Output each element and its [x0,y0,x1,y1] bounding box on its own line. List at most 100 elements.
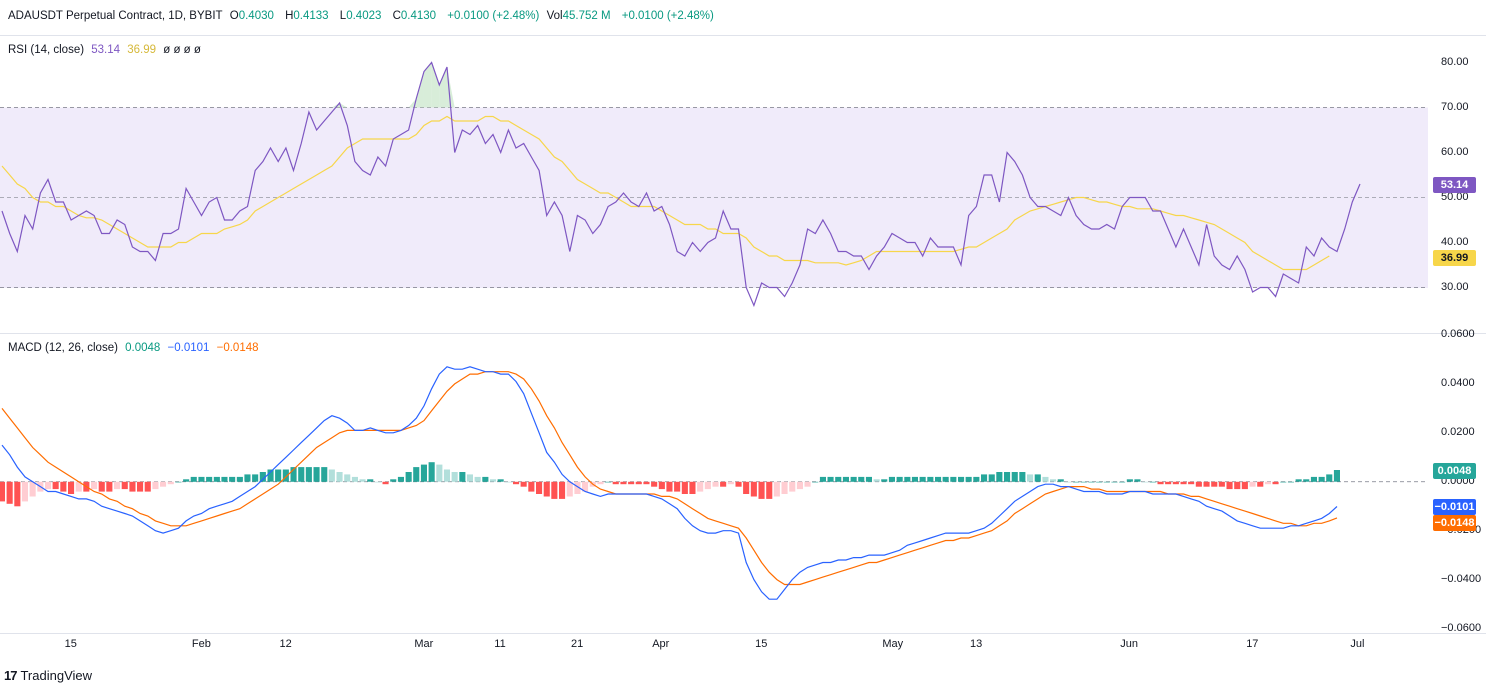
macd-histogram-bar [1157,481,1164,485]
macd-histogram-bar [144,481,151,492]
time-axis-tick: Jun [1120,638,1138,650]
time-axis-tick: May [882,638,904,650]
macd-histogram-bar [1257,481,1264,487]
macd-histogram-bar [858,476,865,482]
macd-histogram-bar [60,481,67,492]
macd-histogram-bar [374,481,381,483]
macd-histogram [0,462,1340,507]
macd-histogram-bar [282,469,289,482]
rsi-title: RSI (14, close) [8,44,85,56]
macd-histogram-bar [367,479,374,482]
macd-histogram-bar [796,481,803,490]
time-axis-tick: Apr [652,638,670,650]
macd-histogram-bar [1211,481,1218,487]
macd-histogram-bar [167,481,174,485]
macd-value: −0.0101 [167,342,210,354]
macd-histogram-bar [935,476,942,482]
macd-histogram-bar [1134,479,1141,482]
macd-histogram-bar [750,481,757,497]
macd-histogram-bar [735,481,742,487]
macd-histogram-bar [1318,476,1325,482]
symbol-title[interactable]: ADAUSDT Perpetual Contract, 1D, BYBIT [8,10,223,22]
macd-histogram-bar [1011,472,1018,482]
macd-histogram-bar [160,481,167,487]
macd-histogram-bar [1073,481,1080,483]
macd-histogram-bar [75,481,82,492]
macd-histogram-bar [1172,481,1179,485]
macd-histogram-bar [29,481,36,497]
time-axis-tick: 15 [64,638,77,650]
macd-histogram-bar [1249,481,1256,487]
macd-histogram-bar [582,481,589,492]
vol-label: Vol [546,10,563,22]
rsi-ma-line [1,115,1330,271]
macd-histogram-bar [45,481,52,490]
macd-histogram-bar [850,476,857,482]
macd-histogram-bar [1027,474,1034,482]
macd-histogram-bar [68,481,75,494]
macd-legend[interactable]: MACD (12, 26, close) 0.0048 −0.0101 −0.0… [8,342,263,354]
macd-histogram-bar [1180,481,1187,485]
macd-histogram-bar [1264,481,1271,485]
macd-histogram-bar [904,476,911,482]
macd-histogram-bar [413,467,420,482]
macd-histogram-bar [1119,481,1126,483]
macd-histogram-bar [1065,481,1072,483]
tradingview-logo[interactable]: 17 TradingView [4,668,92,683]
macd-histogram-bar [1142,481,1149,483]
macd-histogram-bar [1303,479,1310,482]
rsi-line [1,61,1361,308]
macd-histogram-bar [183,479,190,482]
macd-histogram-bar [1218,481,1225,487]
rsi-legend[interactable]: RSI (14, close) 53.14 36.99 ø ø ø ø [8,44,205,56]
macd-axis-tick: −0.0600 [1441,621,1482,634]
macd-histogram-bar [758,481,765,499]
macd-histogram-bar [505,481,512,483]
rsi-overbought-segment [331,103,340,108]
macd-hist-value: 0.0048 [125,342,161,354]
macd-histogram-bar [635,481,642,485]
macd-histogram-bar [397,476,404,482]
macd-histogram-bar [597,481,604,485]
macd-histogram-bar [275,469,282,482]
time-axis-tick: 17 [1246,638,1259,650]
macd-axis-tick: −0.0400 [1441,572,1482,585]
macd-axis-tick: 0.0200 [1441,425,1475,438]
macd-histogram-bar [819,476,826,482]
macd-histogram-bar [681,481,688,494]
time-axis-tick: 11 [494,638,506,650]
macd-histogram-bar [865,476,872,482]
macd-histogram-bar [98,481,105,492]
macd-histogram-bar [674,481,681,492]
signal-line [1,371,1338,586]
macd-histogram-bar [996,472,1003,482]
macd-histogram-bar [1234,481,1241,490]
brand-text: TradingView [20,668,93,683]
high-label: H [285,10,294,22]
rsi-overbought-fill [331,62,455,108]
macd-histogram-bar [911,476,918,482]
macd-histogram-bar [1326,474,1333,482]
macd-histogram-bar [206,476,213,482]
hist-last-tag: 0.0048 [1433,463,1476,479]
rsi-axis-tick: 30.00 [1441,280,1469,293]
macd-histogram-bar [252,474,259,482]
macd-histogram-bar [812,481,819,483]
macd-histogram-bar [981,474,988,482]
rsi-axis-tick: 50.00 [1441,190,1469,203]
macd-histogram-bar [804,481,811,487]
macd-histogram-bar [612,481,619,485]
macd-histogram-bar [620,481,627,485]
macd-histogram-bar [643,481,650,485]
rsi-overbought-segment [439,67,447,108]
macd-histogram-bar [965,476,972,482]
macd-histogram-bar [121,481,128,490]
macd-histogram-bar [1050,479,1057,482]
macd-histogram-bar [1126,479,1133,482]
macd-histogram-bar [1034,474,1041,482]
macd-histogram-bar [651,481,658,487]
macd-axis-tick: 0.0400 [1441,376,1475,389]
macd-histogram-bar [520,481,527,487]
macd-histogram-bar [382,481,389,485]
